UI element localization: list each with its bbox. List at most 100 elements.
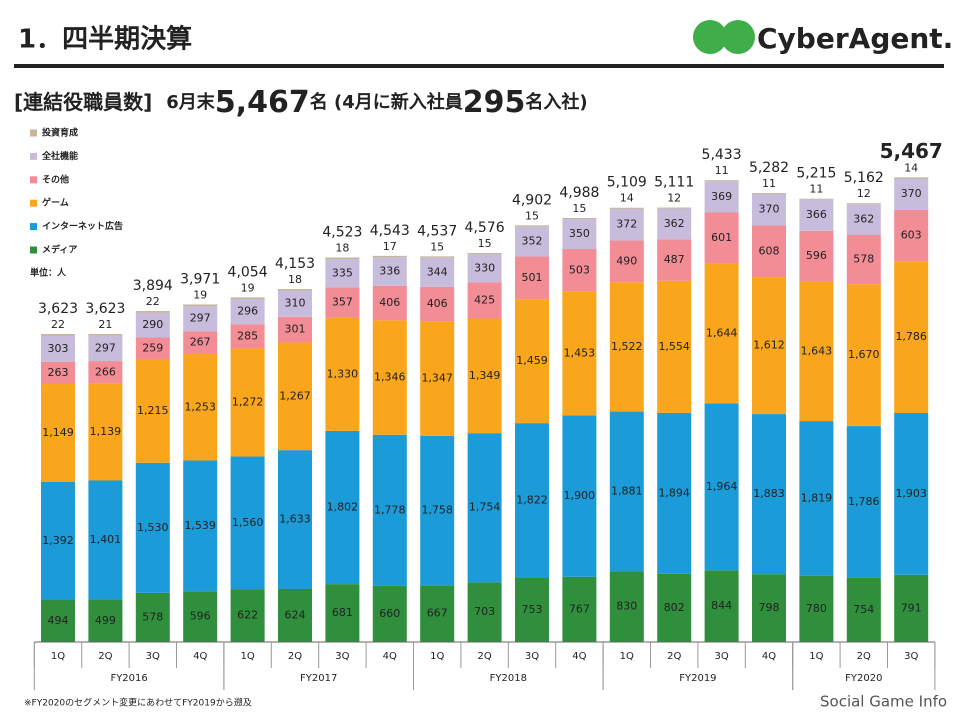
data-label: 1,612 [753, 339, 785, 352]
total-label: 4,537 [417, 223, 457, 239]
bar-segment [846, 203, 881, 205]
bar-segment [372, 434, 407, 586]
bar-segment [704, 180, 739, 182]
bar-segment [278, 450, 312, 589]
data-label: 802 [664, 601, 685, 614]
data-label: 578 [853, 253, 874, 266]
x-tick-label: 4Q [572, 651, 586, 662]
bar-segment [752, 574, 786, 642]
data-label: 15 [572, 202, 586, 215]
total-label: 4,988 [559, 185, 599, 201]
data-label: 1,786 [895, 330, 927, 343]
bar-segment [562, 576, 597, 642]
data-label: 1,459 [516, 354, 548, 367]
bar-segment [846, 284, 881, 427]
data-label: 1,778 [374, 503, 406, 516]
bar-segment [657, 573, 692, 642]
data-label: 18 [335, 242, 349, 255]
bar-segment [230, 589, 265, 642]
bar-segment [41, 481, 75, 601]
data-label: 1,149 [42, 426, 74, 439]
subtitle: [連結役職員数] 6月末5,467名 (4月に新入社員295名入社) [14, 85, 588, 120]
data-label: 1,267 [279, 389, 311, 402]
bar-segment [183, 460, 218, 592]
data-label: 767 [569, 602, 590, 615]
bar-segment [562, 291, 597, 416]
bar-segment [799, 281, 834, 422]
legend-swatch [30, 152, 37, 160]
x-tick-label: 4Q [193, 651, 207, 662]
legend-swatch [30, 246, 37, 254]
data-label: 791 [901, 601, 922, 614]
data-label: 18 [288, 273, 302, 286]
bar-segment [278, 588, 312, 642]
total-label: 5,467 [880, 139, 943, 163]
bar-segment [704, 212, 739, 264]
subtitle-part: [連結役職員数] [14, 90, 152, 114]
bar-segment [657, 207, 692, 209]
group-label: FY2018 [490, 673, 527, 684]
bar-segment [562, 219, 597, 250]
data-label: 1,881 [611, 485, 643, 498]
data-label: 501 [522, 271, 543, 284]
data-label: 22 [146, 295, 160, 308]
data-label: 297 [190, 312, 211, 325]
bar-segment [894, 177, 929, 179]
data-label: 21 [98, 318, 112, 331]
total-label: 5,111 [654, 175, 694, 191]
data-label: 1,644 [706, 326, 738, 339]
bar-segment [752, 414, 786, 575]
data-label: 660 [379, 607, 400, 620]
subtitle-part: 名 (4月に新入社員 [310, 91, 463, 113]
bar-segment [467, 282, 502, 319]
data-label: 369 [711, 190, 732, 203]
bar-segment [467, 253, 502, 255]
data-label: 1,802 [327, 501, 359, 514]
data-label: 608 [759, 244, 780, 257]
data-label: 1,758 [421, 504, 453, 517]
bar-segment [752, 277, 786, 415]
bar-segment [846, 426, 881, 578]
data-label: 370 [901, 187, 922, 200]
legend-label: ゲーム [42, 197, 69, 209]
data-label: 1,139 [90, 425, 122, 438]
bar-segment [799, 198, 834, 200]
data-label: 1,530 [137, 521, 169, 534]
data-label: 1,539 [184, 519, 216, 532]
bar-segment [183, 304, 218, 307]
data-label: 1,819 [801, 491, 833, 504]
bar-segment [609, 282, 644, 412]
legend-swatch [30, 129, 37, 137]
x-tick-label: 1Q [430, 651, 444, 662]
total-label: 5,282 [749, 160, 789, 176]
data-label: 596 [190, 610, 211, 623]
bar-segment [325, 317, 360, 431]
data-label: 11 [809, 183, 823, 196]
bar-segment [752, 193, 786, 194]
total-label: 4,153 [275, 256, 315, 272]
total-label: 3,971 [180, 271, 220, 287]
bar-segment [372, 320, 407, 435]
data-label: 596 [806, 249, 827, 262]
bar-segment [609, 208, 644, 241]
bar-segment [609, 207, 644, 209]
data-label: 11 [762, 177, 776, 190]
data-label: 1,964 [706, 480, 738, 493]
bar-segment [894, 574, 929, 642]
data-label: 1,253 [184, 400, 216, 413]
data-label: 406 [379, 296, 400, 309]
bar-segment [420, 435, 455, 586]
x-tick-label: 4Q [762, 651, 776, 662]
bar-segment [846, 235, 881, 285]
data-label: 1,347 [421, 372, 453, 385]
subtitle-part: 5,467 [215, 85, 310, 120]
data-label: 1,822 [516, 494, 548, 507]
data-label: 1,894 [658, 486, 690, 499]
legend-label: メディア [42, 244, 77, 256]
data-label: 681 [332, 606, 353, 619]
data-label: 1,554 [658, 340, 690, 353]
subtitle-part: 295 [463, 85, 526, 120]
bar-segment [88, 383, 123, 481]
data-label: 622 [237, 609, 258, 622]
bar-segment [657, 280, 692, 413]
